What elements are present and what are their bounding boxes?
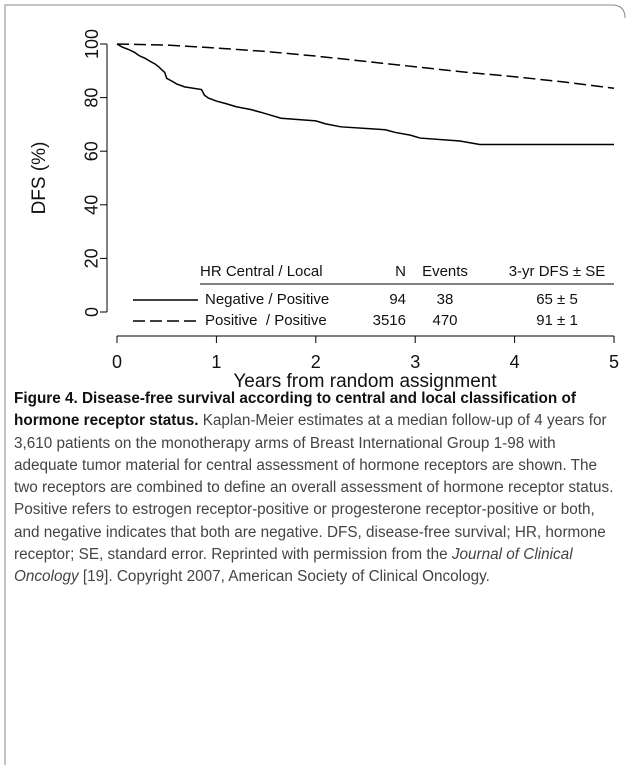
y-tick-label: 40	[82, 195, 102, 215]
legend-dfs: 91 ± 1	[536, 312, 578, 329]
caption-text: Kaplan-Meier estimates at a median follo…	[14, 412, 614, 564]
y-tick-label: 60	[82, 141, 102, 161]
figure-border	[4, 4, 626, 765]
legend-header: Events	[422, 263, 468, 280]
y-tick-label: 100	[82, 29, 102, 59]
legend-label: Positive / Positive	[205, 312, 327, 329]
legend-header: HR Central / Local	[200, 263, 323, 280]
y-tick-label: 20	[82, 248, 102, 268]
caption: Figure 4. Disease-free survival accordin…	[14, 388, 614, 589]
legend-dfs: 65 ± 5	[536, 291, 578, 308]
y-axis-label: DFS (%)	[29, 142, 50, 215]
survival-curve	[116, 43, 614, 146]
caption-title: Figure 4. Disease-free survival accordin…	[14, 390, 576, 430]
caption-text: [19]. Copyright 2007, American Society o…	[82, 568, 490, 586]
x-tick-label: 1	[211, 352, 221, 372]
legend-n: 94	[389, 291, 406, 308]
x-tick-label: 0	[112, 352, 122, 372]
legend-header: N	[395, 263, 406, 280]
x-axis-label: Years from random assignment	[233, 371, 497, 392]
caption-journal: Journal of Clinical Oncology	[14, 546, 573, 586]
x-tick-label: 3	[410, 352, 420, 372]
legend-events: 470	[432, 312, 457, 329]
legend-n: 3516	[373, 312, 406, 329]
x-tick-label: 5	[609, 352, 619, 372]
legend-label: Negative / Positive	[205, 291, 329, 308]
legend-header: 3-yr DFS ± SE	[509, 263, 606, 280]
y-tick-label: 0	[82, 307, 102, 317]
x-tick-label: 2	[311, 352, 321, 372]
x-tick-label: 4	[510, 352, 520, 372]
legend-events: 38	[437, 291, 454, 308]
survival-curve	[116, 43, 615, 89]
y-tick-label: 80	[82, 88, 102, 108]
